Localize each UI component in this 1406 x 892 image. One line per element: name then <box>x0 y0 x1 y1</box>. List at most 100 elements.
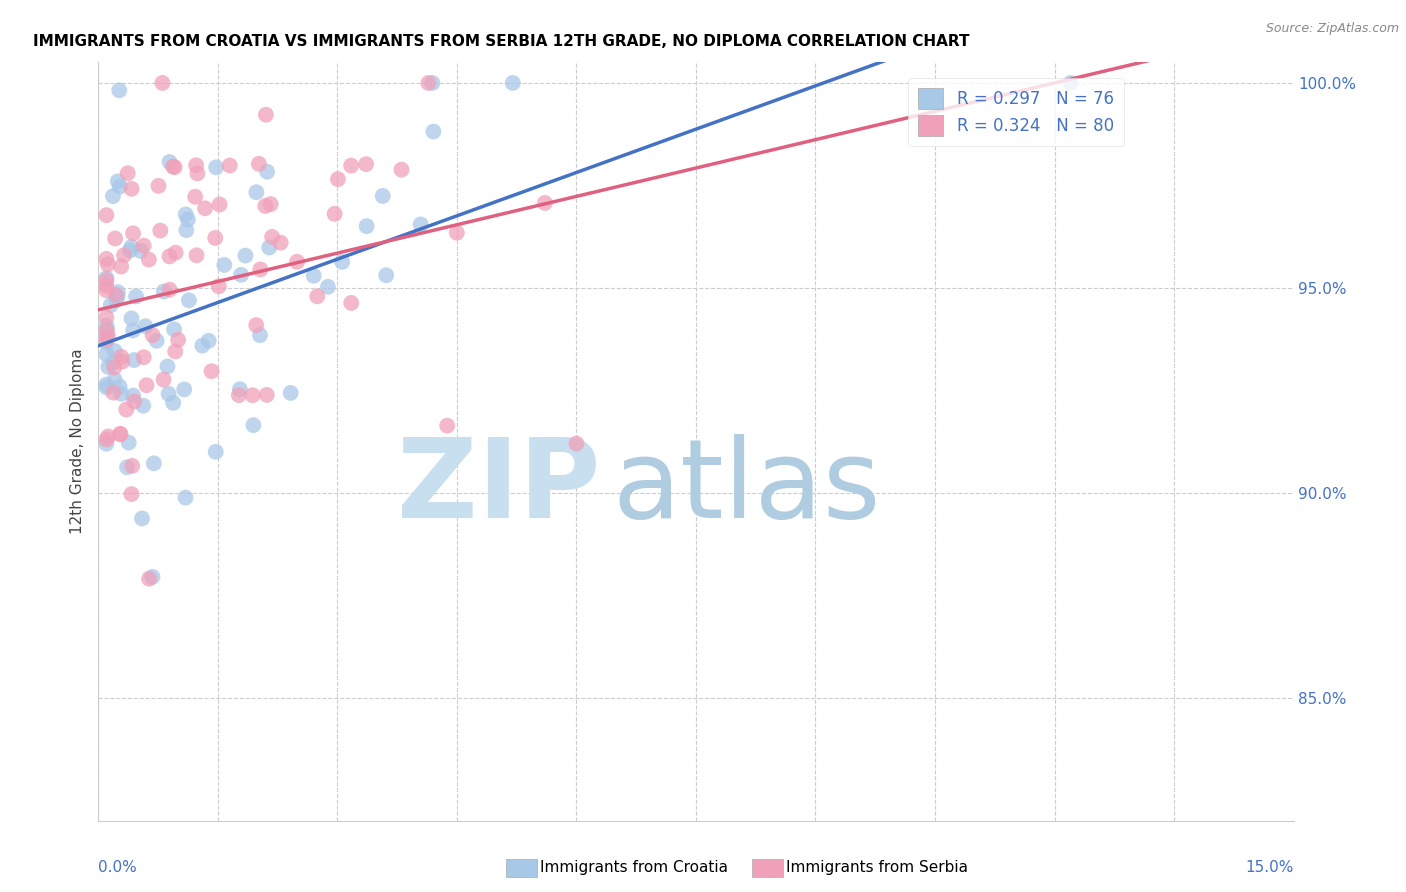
Point <box>96 347 118 361</box>
Point <box>375 268 398 283</box>
Point <box>96 328 118 343</box>
Point <box>436 418 458 433</box>
Point <box>122 323 145 337</box>
Point <box>186 166 208 180</box>
Point <box>96 283 118 297</box>
Point <box>245 318 267 332</box>
Point <box>96 335 118 350</box>
Point <box>330 255 353 269</box>
Point <box>105 293 128 307</box>
Point <box>100 298 122 312</box>
Point <box>280 386 302 401</box>
Point <box>422 76 444 90</box>
Point <box>97 429 120 443</box>
Point <box>163 322 186 336</box>
Point <box>118 244 141 258</box>
Point <box>214 258 236 272</box>
Point <box>257 240 280 254</box>
Point <box>134 319 156 334</box>
Point <box>110 260 132 274</box>
Y-axis label: 12th Grade, No Diploma: 12th Grade, No Diploma <box>69 349 84 534</box>
Point <box>129 244 152 258</box>
Point <box>103 385 125 400</box>
Point <box>565 436 588 450</box>
Point <box>132 238 155 252</box>
Point <box>96 436 118 450</box>
Point <box>157 387 180 401</box>
Point <box>125 289 148 303</box>
Point <box>104 343 127 358</box>
Text: ZIP: ZIP <box>396 434 600 541</box>
Point <box>177 293 200 308</box>
Point <box>534 196 557 211</box>
Point <box>118 435 141 450</box>
Point <box>115 460 138 475</box>
Point <box>108 379 131 393</box>
Text: Source: ZipAtlas.com: Source: ZipAtlas.com <box>1265 22 1399 36</box>
Point <box>197 334 219 348</box>
Point <box>340 159 363 173</box>
Point <box>256 165 278 179</box>
Point <box>177 212 200 227</box>
Point <box>108 179 131 194</box>
Point <box>107 285 129 300</box>
Point <box>159 283 181 297</box>
Point <box>254 199 277 213</box>
Point <box>249 328 271 343</box>
Point <box>302 268 325 283</box>
Point <box>121 182 143 196</box>
Point <box>159 249 181 263</box>
Point <box>228 388 250 402</box>
Point <box>165 344 187 359</box>
Point <box>122 388 145 402</box>
Point <box>422 125 444 139</box>
Point <box>110 386 132 401</box>
Point <box>174 223 197 237</box>
Point <box>107 174 129 188</box>
Point <box>96 322 118 336</box>
Point <box>96 278 118 293</box>
Point <box>104 231 127 245</box>
Point <box>152 285 174 299</box>
Point <box>104 373 127 387</box>
Point <box>96 271 118 285</box>
Point <box>121 487 143 501</box>
Point <box>96 324 118 338</box>
Point <box>502 76 524 90</box>
Point <box>162 396 184 410</box>
Point <box>149 223 172 237</box>
Point <box>184 190 207 204</box>
Point <box>96 318 118 333</box>
Point <box>122 394 145 409</box>
Point <box>418 76 440 90</box>
Point <box>285 254 308 268</box>
Point <box>208 279 231 293</box>
Point <box>117 166 139 180</box>
Text: atlas: atlas <box>613 434 880 541</box>
Point <box>326 172 349 186</box>
Point <box>262 230 284 244</box>
Point <box>218 159 240 173</box>
Point <box>142 328 165 343</box>
Point <box>356 219 378 234</box>
Point <box>391 162 413 177</box>
Point <box>165 245 187 260</box>
Point <box>229 382 252 396</box>
Point <box>96 273 118 287</box>
Point <box>1059 76 1081 90</box>
Point <box>316 280 339 294</box>
Point <box>235 249 257 263</box>
Text: Immigrants from Serbia: Immigrants from Serbia <box>786 861 967 875</box>
Point <box>163 160 186 174</box>
Point <box>132 350 155 364</box>
Point <box>245 186 267 200</box>
Point <box>108 427 131 442</box>
Point <box>142 456 165 470</box>
Text: Immigrants from Croatia: Immigrants from Croatia <box>540 861 728 875</box>
Point <box>112 248 135 262</box>
Point <box>409 218 432 232</box>
Point <box>121 458 143 473</box>
Point <box>340 296 363 310</box>
Point <box>104 287 127 301</box>
Point <box>204 231 226 245</box>
